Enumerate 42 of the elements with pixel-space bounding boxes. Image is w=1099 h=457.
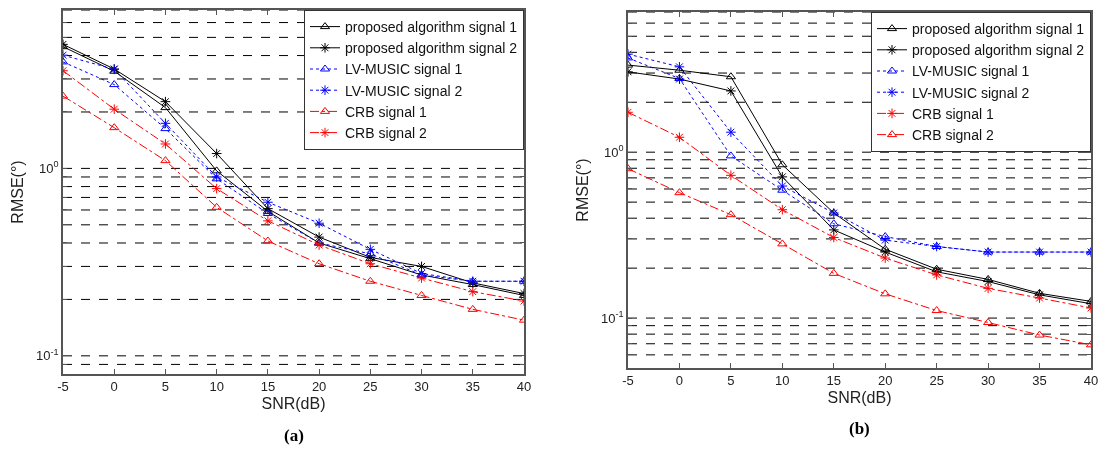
x-tick-label: 10: [775, 373, 790, 389]
y-tick-label: 10$^{-1}$: [36, 346, 59, 364]
x-tick-label: 5: [727, 373, 735, 389]
legend-label: LV-MUSIC signal 2: [345, 82, 463, 99]
x-tick-label: 5: [161, 379, 170, 395]
text: (a): [284, 426, 304, 445]
y-tick-label: 10$^{0}$: [39, 159, 59, 176]
legend-label: proposed algorithm signal 1: [345, 19, 518, 36]
x-tick-label: 0: [110, 379, 118, 395]
x-tick-label: 20: [311, 379, 327, 395]
legend-label: CRB signal 1: [912, 105, 994, 122]
x-tick-label: 25: [929, 373, 944, 389]
x-tick-label: 40: [1083, 373, 1099, 389]
legend-label: CRB signal 2: [345, 125, 427, 142]
x-tick-label: 40: [516, 379, 532, 395]
y-tick-label: 10$^{0}$: [604, 143, 624, 160]
legend-label: proposed algorithm signal 2: [912, 42, 1085, 59]
x-tick-label: -5: [622, 373, 634, 389]
y-axis-title: RMSE(°): [9, 160, 27, 224]
x-axis-title: SNR(dB): [827, 388, 892, 406]
x-tick-label: 10: [209, 379, 224, 395]
x-tick-label: 15: [260, 379, 276, 395]
y-axis-title: RMSE(°): [574, 158, 592, 222]
legend-label: CRB signal 2: [912, 127, 994, 144]
legend-label: CRB signal 1: [345, 103, 427, 120]
x-tick-label: 25: [363, 379, 378, 395]
y-tick-label: 10$^{-1}$: [601, 309, 624, 326]
x-tick-label: 15: [826, 373, 842, 389]
x-tick-label: 20: [877, 373, 893, 389]
x-axis-title: SNR(dB): [261, 394, 326, 412]
legend-label: proposed algorithm signal 1: [912, 21, 1085, 38]
legend-label: LV-MUSIC signal 1: [912, 63, 1030, 80]
text: (b): [849, 419, 870, 438]
legend-label: LV-MUSIC signal 2: [912, 84, 1030, 101]
x-tick-label: 30: [980, 373, 996, 389]
legend-label: proposed algorithm signal 2: [345, 40, 518, 57]
x-tick-label: 0: [675, 373, 684, 389]
x-tick-label: 30: [414, 379, 429, 395]
x-tick-label: 35: [1032, 373, 1047, 389]
x-tick-label: -5: [57, 379, 69, 395]
legend-label: LV-MUSIC signal 1: [345, 61, 463, 78]
x-tick-label: 35: [465, 379, 481, 395]
